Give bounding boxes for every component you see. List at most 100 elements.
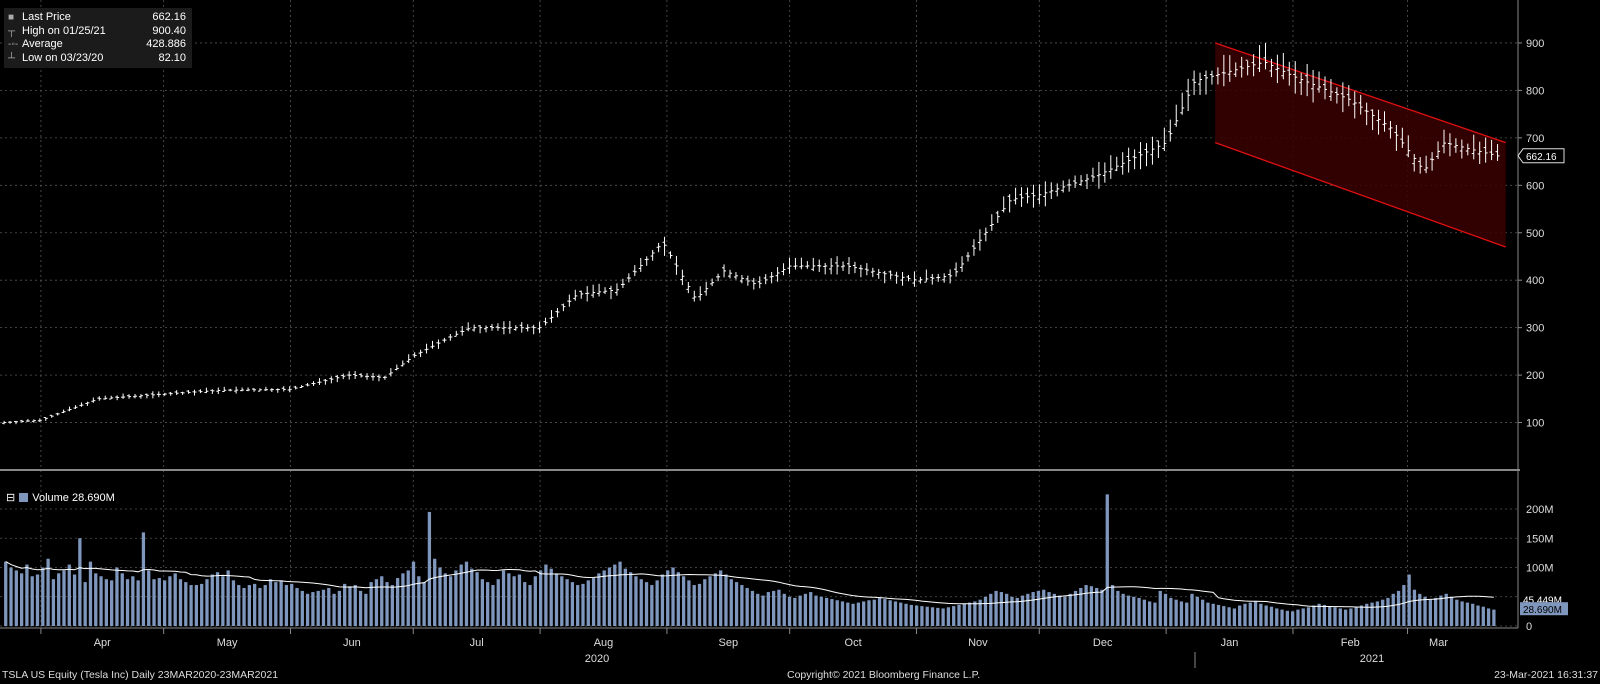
volume-bar [115, 567, 119, 626]
volume-bar [35, 574, 40, 626]
volume-bar [417, 576, 421, 626]
price-bar [793, 257, 798, 270]
price-bar [317, 378, 322, 385]
price-bar [1108, 155, 1113, 179]
volume-bar [719, 570, 723, 626]
volume-bar [1465, 602, 1470, 626]
price-bar [1156, 140, 1161, 159]
volume-bar [846, 602, 850, 626]
price-bar [507, 320, 512, 334]
volume-bar [427, 511, 432, 626]
price-bar [61, 409, 66, 414]
average-marker-icon: -◦- [8, 39, 19, 50]
price-legend: ■ Last Price 662.16 ┬ High on 01/25/21 9… [4, 8, 192, 68]
price-bar [1180, 92, 1185, 115]
price-bar [561, 303, 566, 312]
price-bar [632, 265, 637, 277]
volume-bar [1211, 603, 1215, 626]
volume-bar [967, 602, 972, 626]
volume-bar [141, 532, 146, 626]
month-label: Sep [719, 637, 739, 649]
volume-bar [295, 587, 299, 626]
volume-bar [1492, 609, 1496, 626]
volume-ma-tag [1520, 592, 1568, 606]
price-bar [37, 418, 42, 422]
volume-bar [1089, 586, 1094, 626]
volume-bar [1243, 603, 1247, 626]
volume-bar [856, 602, 861, 626]
volume-bar [1338, 608, 1342, 626]
volume-bar [930, 607, 935, 626]
volume-bar [221, 576, 225, 626]
volume-bar [1476, 605, 1480, 626]
price-bar [1067, 179, 1072, 192]
price-bar [1049, 182, 1054, 200]
volume-legend-label: Volume 28.690M [32, 492, 115, 504]
volume-bar [745, 587, 749, 626]
price-bar [1453, 138, 1458, 153]
volume-bar [104, 579, 108, 626]
price-bar [1394, 124, 1399, 151]
volume-bar [205, 579, 209, 626]
volume-bar [507, 573, 511, 626]
volume-bars [4, 494, 1496, 626]
price-bar [1102, 162, 1107, 183]
volume-bar [263, 585, 267, 626]
price-tick-label: 500 [1526, 228, 1544, 240]
volume-bar [1312, 605, 1316, 626]
month-label: Oct [845, 637, 862, 649]
volume-bar [231, 580, 236, 626]
price-bar [1483, 137, 1488, 163]
volume-bar [1455, 599, 1459, 626]
price-bar [251, 388, 256, 392]
volume-bar [57, 573, 61, 626]
volume-bar [676, 572, 680, 626]
volume-bar [1349, 608, 1353, 626]
volume-bar [772, 590, 776, 626]
volume-bar [284, 585, 289, 626]
price-bar [376, 374, 381, 382]
price-bar [19, 419, 24, 423]
price-bar [626, 273, 631, 283]
price-bar [1192, 70, 1197, 96]
volume-bar [274, 582, 278, 626]
volume-bar [1322, 604, 1327, 626]
volume-bar [290, 583, 294, 626]
volume-bar [787, 596, 792, 626]
price-bar [1370, 109, 1375, 131]
volume-bar [607, 567, 612, 626]
price-bar [739, 274, 744, 284]
price-bar [1126, 147, 1131, 173]
volume-bar [1280, 609, 1284, 626]
price-bar [543, 317, 548, 326]
volume-bar [332, 593, 336, 626]
volume-bar [766, 592, 770, 626]
price-bar [763, 274, 768, 285]
volume-bar [464, 561, 469, 626]
price-bar [668, 251, 673, 259]
price-bar [246, 387, 251, 392]
volume-bar [491, 585, 495, 626]
volume-last-tag [1520, 602, 1568, 616]
collapse-icon[interactable]: ⊟ [6, 492, 16, 504]
price-bar [1418, 156, 1423, 174]
price-bar [382, 375, 387, 380]
volume-bar [19, 573, 24, 626]
price-bar [240, 387, 245, 392]
volume-bar [629, 572, 633, 626]
price-bar [49, 414, 54, 418]
volume-bar [67, 564, 71, 626]
price-bar [733, 272, 738, 280]
volume-bar [708, 576, 712, 626]
volume-bar [613, 564, 617, 626]
volume-bar [724, 574, 728, 626]
volume-bar [565, 579, 569, 626]
price-bar [478, 325, 483, 334]
legend-label: Average [22, 38, 63, 50]
price-bar [1299, 72, 1304, 96]
volume-bar [1079, 587, 1083, 626]
volume-bar [300, 590, 304, 626]
volume-bar [1100, 589, 1104, 626]
price-bar [948, 269, 953, 284]
volume-bar [909, 604, 913, 626]
